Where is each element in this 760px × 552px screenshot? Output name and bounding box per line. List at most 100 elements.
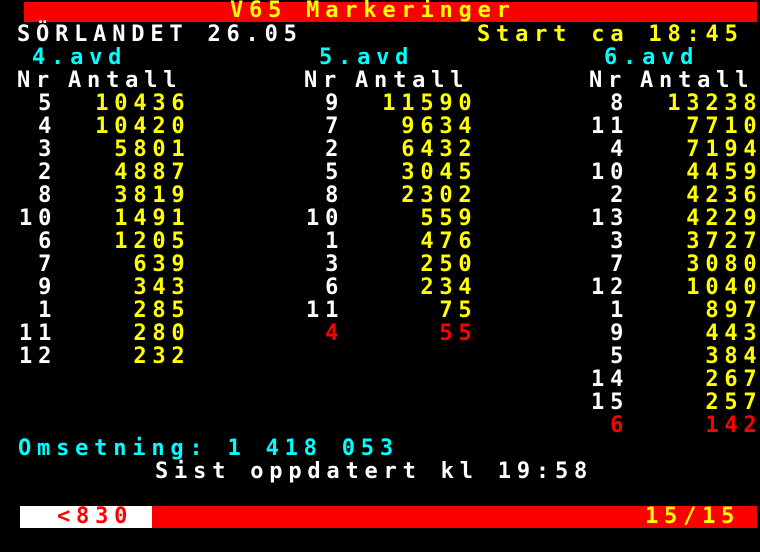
table-row: 6 1205 <box>0 230 190 253</box>
mark-count: 1491 <box>57 206 191 231</box>
nr-header: Nr <box>304 68 343 93</box>
horse-number: 15 <box>572 390 630 415</box>
mark-count: 55 <box>344 321 478 346</box>
mark-count: 476 <box>344 229 478 254</box>
horse-number: 10 <box>572 160 630 185</box>
table-row: 2 6432 <box>287 138 477 161</box>
table-row: 9 443 <box>572 322 760 345</box>
antall-header: Antall <box>640 68 755 93</box>
horse-number: 8 <box>0 183 58 208</box>
mark-count: 3819 <box>57 183 191 208</box>
table-row: 1 897 <box>572 299 760 322</box>
table-row: 1 285 <box>0 299 190 322</box>
table-row: 2 4236 <box>572 184 760 207</box>
mark-count: 384 <box>629 344 760 369</box>
table-row: 8 2302 <box>287 184 477 207</box>
mark-count: 639 <box>57 252 191 277</box>
table-row: 14 267 <box>572 368 760 391</box>
horse-number: 2 <box>287 137 345 162</box>
mark-count: 6432 <box>344 137 478 162</box>
rows-container: 8 13238 11 7710 4 7194 10 4459 2 4236 13… <box>572 92 760 437</box>
page-ref-box <box>20 506 152 528</box>
table-row: 4 7194 <box>572 138 760 161</box>
table-row: 3 3727 <box>572 230 760 253</box>
mark-count: 3045 <box>344 160 478 185</box>
table-row: 7 3080 <box>572 253 760 276</box>
column-6avd: 6.avd Nr Antall 8 13238 11 7710 4 7194 1… <box>572 46 760 437</box>
mark-count: 250 <box>344 252 478 277</box>
table-row: 7 9634 <box>287 115 477 138</box>
mark-count: 443 <box>629 321 760 346</box>
table-row: 8 13238 <box>572 92 760 115</box>
table-row: 11 7710 <box>572 115 760 138</box>
mark-count: 7194 <box>629 137 760 162</box>
page-index: 15/15 <box>645 504 741 529</box>
horse-number: 13 <box>572 206 630 231</box>
turnover-text: Omsetning: 1 418 053 <box>18 436 399 461</box>
horse-number: 6 <box>572 413 630 438</box>
horse-number: 3 <box>0 137 58 162</box>
horse-number: 1 <box>572 298 630 323</box>
mark-count: 257 <box>629 390 760 415</box>
table-row: 11 75 <box>287 299 477 322</box>
mark-count: 280 <box>57 321 191 346</box>
table-row: 9 11590 <box>287 92 477 115</box>
table-row: 12 232 <box>0 345 190 368</box>
horse-number: 7 <box>287 114 345 139</box>
table-row: 12 1040 <box>572 276 760 299</box>
table-row: 5 384 <box>572 345 760 368</box>
table-row: 15 257 <box>572 391 760 414</box>
mark-count: 4887 <box>57 160 191 185</box>
horse-number: 11 <box>0 321 58 346</box>
start-time: Start ca 18:45 <box>477 22 744 47</box>
horse-number: 11 <box>287 298 345 323</box>
track-date: SÖRLANDET 26.05 <box>17 22 303 47</box>
horse-number: 4 <box>287 321 345 346</box>
mark-count: 4229 <box>629 206 760 231</box>
horse-number: 9 <box>0 275 58 300</box>
horse-number: 10 <box>287 206 345 231</box>
horse-number: 9 <box>287 91 345 116</box>
horse-number: 1 <box>0 298 58 323</box>
mark-count: 10420 <box>57 114 191 139</box>
horse-number: 1 <box>287 229 345 254</box>
table-row: 5 3045 <box>287 161 477 184</box>
horse-number: 12 <box>0 344 58 369</box>
horse-number: 6 <box>287 275 345 300</box>
table-row: 5 10436 <box>0 92 190 115</box>
horse-number: 5 <box>287 160 345 185</box>
table-row: 11 280 <box>0 322 190 345</box>
mark-count: 142 <box>629 413 760 438</box>
table-row: 6 142 <box>572 414 760 437</box>
mark-count: 11590 <box>344 91 478 116</box>
mark-count: 267 <box>629 367 760 392</box>
horse-number: 6 <box>0 229 58 254</box>
mark-count: 4236 <box>629 183 760 208</box>
race-label: 4.avd <box>32 45 128 70</box>
antall-header: Antall <box>355 68 470 93</box>
column-4avd: 4.avd Nr Antall 5 10436 4 10420 3 5801 2… <box>0 46 200 437</box>
horse-number: 7 <box>572 252 630 277</box>
page-ref-link[interactable]: <830 <box>57 504 134 529</box>
mark-count: 1040 <box>629 275 760 300</box>
mark-count: 234 <box>344 275 478 300</box>
table-row: 10 559 <box>287 207 477 230</box>
table-row: 4 55 <box>287 322 477 345</box>
horse-number: 3 <box>572 229 630 254</box>
mark-count: 3727 <box>629 229 760 254</box>
table-row: 3 250 <box>287 253 477 276</box>
nr-header: Nr <box>589 68 628 93</box>
horse-number: 2 <box>0 160 58 185</box>
column-5avd: 5.avd Nr Antall 9 11590 7 9634 2 6432 5 … <box>287 46 487 437</box>
title-bar <box>24 2 757 22</box>
horse-number: 4 <box>0 114 58 139</box>
table-row: 13 4229 <box>572 207 760 230</box>
horse-number: 8 <box>287 183 345 208</box>
horse-number: 11 <box>572 114 630 139</box>
mark-count: 232 <box>57 344 191 369</box>
mark-count: 559 <box>344 206 478 231</box>
table-row: 9 343 <box>0 276 190 299</box>
horse-number: 14 <box>572 367 630 392</box>
table-row: 10 4459 <box>572 161 760 184</box>
footer-bar <box>152 506 757 528</box>
